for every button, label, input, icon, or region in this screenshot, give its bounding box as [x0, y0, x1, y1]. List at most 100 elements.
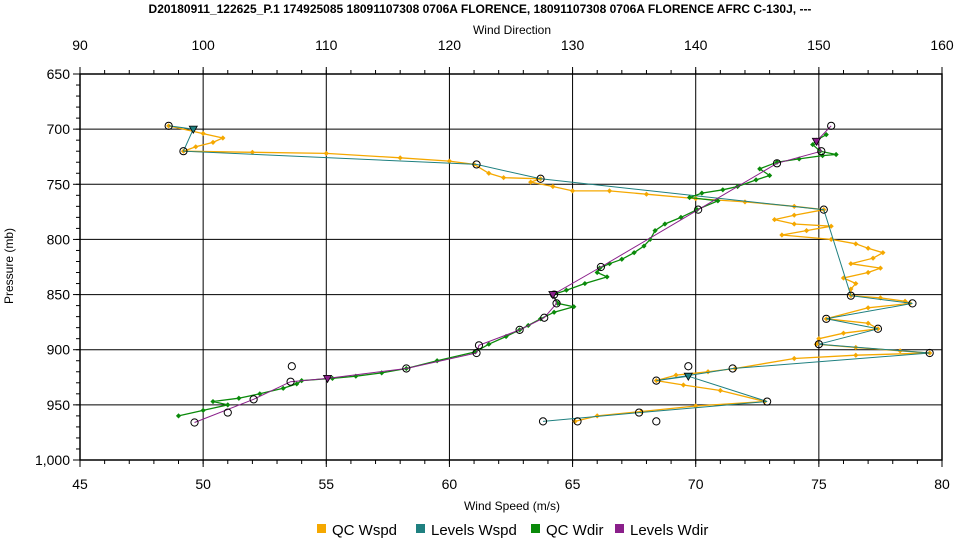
- dir-level-circle: [402, 364, 411, 373]
- qc-wspd-point: [791, 221, 797, 227]
- dir-level-circle: [772, 159, 782, 168]
- top-tick-label: 90: [72, 37, 88, 53]
- dir-level-triangle: [322, 374, 333, 384]
- qc-wspd-point: [572, 418, 578, 424]
- qc-wspd-point: [501, 175, 507, 181]
- qc-wspd-point: [865, 305, 871, 311]
- qc-wdir-point: [563, 287, 570, 293]
- speed-level-circle: [763, 397, 772, 406]
- qc-wdir-point: [582, 280, 588, 287]
- qc-wdir-point: [753, 177, 759, 183]
- bottom-tick-label: 45: [72, 476, 88, 492]
- qc-wspd-point: [249, 149, 255, 155]
- qc-wspd-point: [200, 130, 206, 137]
- dir-level-circle: [694, 205, 703, 214]
- qc-wspd-point: [693, 403, 699, 409]
- top-tick-label: 140: [684, 37, 708, 53]
- qc-wdir-point: [715, 198, 721, 204]
- qc-wspd-point: [638, 408, 645, 415]
- qc-wdir-point: [257, 391, 263, 397]
- bottom-tick-label: 70: [688, 476, 704, 492]
- qc-wdir-point: [720, 187, 726, 193]
- bottom-tick-label: 80: [934, 476, 950, 492]
- qc-wspd-point: [870, 255, 876, 261]
- qc-wdir-point: [757, 166, 763, 172]
- speed-level-circle: [873, 324, 883, 333]
- legend-label: Levels Wspd: [431, 522, 517, 539]
- speed-level-circle: [819, 205, 828, 214]
- qc-wspd-point: [606, 188, 613, 194]
- top-tick-label: 100: [191, 37, 215, 53]
- qc-wspd-point: [848, 286, 854, 292]
- qc-wspd-point: [771, 216, 778, 223]
- qc-wspd-point: [569, 188, 576, 194]
- dir-level-circle: [817, 147, 826, 156]
- dir-level-circle: [827, 121, 836, 130]
- qc-wdir-point: [604, 274, 610, 280]
- legend-swatch: [416, 524, 425, 533]
- legend-label: QC Wspd: [332, 522, 397, 539]
- qc-wspd-point: [853, 241, 859, 247]
- y-axis-title: Pressure (mb): [2, 228, 16, 304]
- qc-wspd-point: [673, 372, 679, 378]
- qc-wspd-point: [193, 144, 199, 150]
- qc-wspd-point: [166, 123, 172, 129]
- legend-swatch: [615, 524, 624, 533]
- qc-wdir-point: [294, 381, 300, 387]
- top-axis-title: Wind Direction: [473, 23, 551, 37]
- qc-wdir-point: [662, 221, 668, 227]
- top-tick-label: 110: [315, 37, 338, 53]
- level-markers: [164, 121, 934, 427]
- qc-wspd-point: [717, 387, 723, 394]
- chart-title: D20180911_122625_P.1 174925085 180911073…: [149, 2, 812, 16]
- grid-lines: [79, 73, 943, 461]
- speed-level-circle: [846, 291, 855, 300]
- legend-label: Levels Wdir: [630, 522, 708, 539]
- qc-wspd-point: [791, 212, 797, 218]
- speed-level-circle: [536, 174, 545, 183]
- series-layer: [166, 123, 933, 424]
- qc-wspd-point: [865, 269, 871, 276]
- qc-wdir-point: [694, 207, 700, 213]
- qc-wspd-point: [550, 183, 556, 190]
- bottom-tick-label: 75: [811, 476, 827, 492]
- qc-wdir-point: [555, 300, 561, 306]
- y-tick-label: 1,000: [35, 452, 70, 468]
- bottom-axis-title: Wind Speed (m/s): [464, 499, 560, 513]
- qc-wdir-point: [486, 341, 492, 347]
- qc-wspd-point: [877, 265, 884, 271]
- dir-level-circle: [472, 348, 481, 358]
- qc-wdir-point: [571, 304, 577, 310]
- qc-wspd-point: [779, 232, 785, 238]
- dir-level-triangle: [548, 291, 558, 300]
- qc-wdir-point: [379, 370, 385, 376]
- qc-wdir-point: [280, 385, 286, 391]
- speed-level-circle: [814, 340, 823, 349]
- speed-level-circle: [573, 417, 582, 426]
- qc-wspd-point: [742, 199, 748, 205]
- qc-wspd-point: [853, 352, 859, 358]
- bottom-tick-label: 60: [442, 476, 458, 492]
- dir-level-circle: [596, 262, 605, 272]
- qc-wdir-point: [210, 398, 216, 405]
- top-tick-label: 160: [930, 37, 954, 53]
- speed-level-circle: [472, 160, 481, 169]
- speed-level-circle: [822, 314, 831, 323]
- qc-wdir-point: [236, 395, 242, 401]
- levels-wdir-line: [194, 125, 832, 423]
- qc-wspd-point: [486, 170, 492, 176]
- qc-wspd-point: [446, 158, 453, 164]
- top-tick-label: 150: [807, 37, 831, 53]
- y-tick-label: 950: [47, 397, 71, 413]
- speed-level-circle: [634, 408, 644, 417]
- qc-wdir-point: [774, 159, 780, 165]
- qc-wdir-point: [606, 261, 613, 267]
- speed-level-circle: [164, 121, 173, 130]
- levels-wspd-line: [168, 125, 930, 422]
- bottom-tick-label: 50: [195, 476, 211, 492]
- dir-level-circle: [190, 418, 199, 427]
- speed-level-triangle: [188, 125, 198, 134]
- speed-level-circle: [684, 362, 693, 371]
- legend: QC Wspd Levels Wspd QC Wdir Levels Wdir: [317, 522, 708, 539]
